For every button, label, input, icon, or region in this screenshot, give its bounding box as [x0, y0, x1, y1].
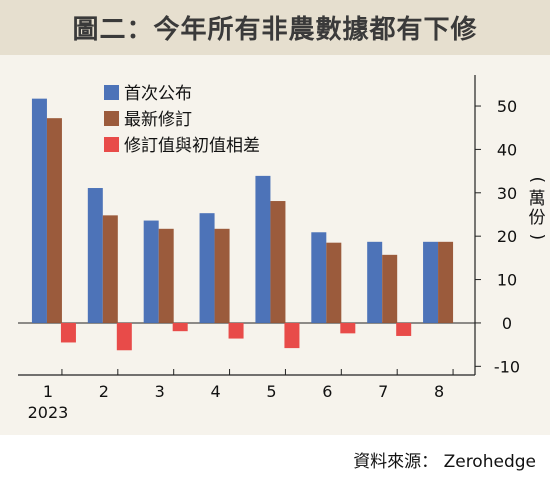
x-tick-label: 5 — [266, 382, 276, 401]
bar-revised — [438, 241, 454, 323]
bar-difference — [116, 322, 132, 351]
x-tick-label: 4 — [210, 382, 220, 401]
y-tick-label: 40 — [497, 140, 517, 159]
bar-initial — [87, 188, 103, 323]
legend-swatch — [104, 111, 119, 126]
y-axis-unit-char: 萬 — [529, 189, 546, 209]
bar-revised — [102, 215, 118, 323]
bar-difference — [340, 322, 356, 334]
y-axis-unit-char: ) — [527, 233, 547, 240]
bar-initial — [143, 220, 159, 323]
bar-difference — [60, 322, 76, 343]
bar-initial — [199, 213, 215, 323]
y-tick-label: 10 — [497, 271, 517, 290]
chart-title: 圖二：今年所有非農數據都有下修 — [72, 15, 478, 45]
y-tick-label: -10 — [494, 357, 520, 376]
title-banner: 圖二：今年所有非農數據都有下修 — [0, 0, 550, 55]
x-year-label: 2023 — [28, 403, 69, 422]
bar-revised — [382, 254, 398, 323]
bar-difference — [228, 322, 244, 339]
x-tick-label: 8 — [434, 382, 444, 401]
y-tick-label: 20 — [497, 227, 517, 246]
y-tick-label: 50 — [497, 97, 517, 116]
source-note: 資料來源： Zerohedge — [353, 452, 536, 472]
bar-difference — [284, 322, 300, 349]
bar-revised — [270, 201, 286, 323]
bar-revised — [326, 242, 342, 323]
bar-initial — [367, 241, 383, 323]
bar-revised — [46, 118, 62, 323]
legend-label: 首次公布 — [124, 84, 192, 104]
x-tick-label: 1 — [43, 382, 53, 401]
y-axis-unit-char: 份 — [529, 208, 546, 228]
x-tick-label: 3 — [155, 382, 165, 401]
bar-difference — [172, 322, 188, 332]
bar-initial — [255, 175, 271, 323]
y-axis-unit-char: ( — [527, 176, 547, 183]
legend-label: 修訂值與初值相差 — [124, 136, 260, 156]
bar-difference — [396, 322, 412, 336]
x-tick-label: 6 — [322, 382, 332, 401]
y-tick-label: 0 — [502, 314, 512, 333]
x-tick-label: 2 — [99, 382, 109, 401]
legend-swatch — [104, 137, 119, 152]
legend-label: 最新修訂 — [124, 110, 192, 130]
legend-swatch — [104, 85, 119, 100]
bar-revised — [158, 228, 174, 323]
y-tick-label: 30 — [497, 184, 517, 203]
bar-initial — [423, 241, 439, 323]
bar-initial — [31, 98, 47, 323]
bar-initial — [311, 232, 327, 323]
x-tick-label: 7 — [378, 382, 388, 401]
bar-revised — [214, 228, 230, 323]
